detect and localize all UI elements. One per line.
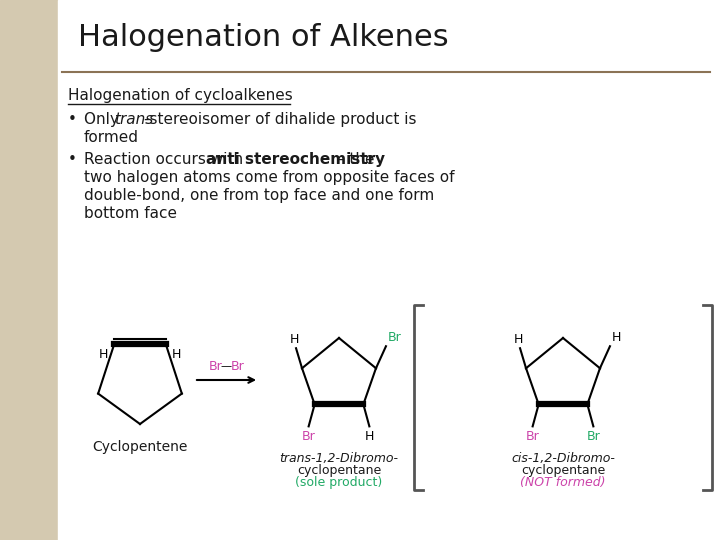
Text: H: H (612, 331, 621, 344)
Text: Reaction occurs with: Reaction occurs with (84, 152, 248, 167)
Bar (0, 0, 58, 540)
Text: Br: Br (302, 430, 315, 443)
Text: Br: Br (587, 430, 600, 443)
Text: trans-1,2-Dibromo-: trans-1,2-Dibromo- (279, 452, 398, 465)
Text: Halogenation of cycloalkenes: Halogenation of cycloalkenes (68, 88, 293, 103)
Text: (sole product): (sole product) (295, 476, 382, 489)
Text: —: — (221, 361, 232, 371)
Text: cyclopentane: cyclopentane (521, 464, 605, 477)
Text: •: • (68, 112, 77, 127)
Text: Br: Br (209, 360, 222, 373)
Text: formed: formed (84, 130, 139, 145)
Text: H: H (513, 333, 523, 346)
Text: two halogen atoms come from opposite faces of: two halogen atoms come from opposite fac… (84, 170, 454, 185)
Text: – the: – the (332, 152, 374, 167)
Text: H: H (172, 348, 181, 361)
Text: Br: Br (526, 430, 539, 443)
Text: Br: Br (230, 360, 244, 373)
Text: Cyclopentene: Cyclopentene (92, 440, 188, 454)
Text: cyclopentane: cyclopentane (297, 464, 381, 477)
Text: bottom face: bottom face (84, 206, 177, 221)
Text: trans: trans (114, 112, 153, 127)
Text: H: H (364, 430, 374, 443)
Text: anti stereochemistry: anti stereochemistry (206, 152, 385, 167)
Text: H: H (289, 333, 299, 346)
Text: cis-1,2-Dibromo-: cis-1,2-Dibromo- (511, 452, 615, 465)
Text: •: • (68, 152, 77, 167)
Text: H: H (99, 348, 108, 361)
Text: double-bond, one from top face and one form: double-bond, one from top face and one f… (84, 188, 434, 203)
Text: Halogenation of Alkenes: Halogenation of Alkenes (78, 24, 449, 52)
Text: Only: Only (84, 112, 124, 127)
Text: Br: Br (388, 331, 402, 344)
Text: -stereoisomer of dihalide product is: -stereoisomer of dihalide product is (144, 112, 416, 127)
Text: (NOT formed): (NOT formed) (521, 476, 606, 489)
